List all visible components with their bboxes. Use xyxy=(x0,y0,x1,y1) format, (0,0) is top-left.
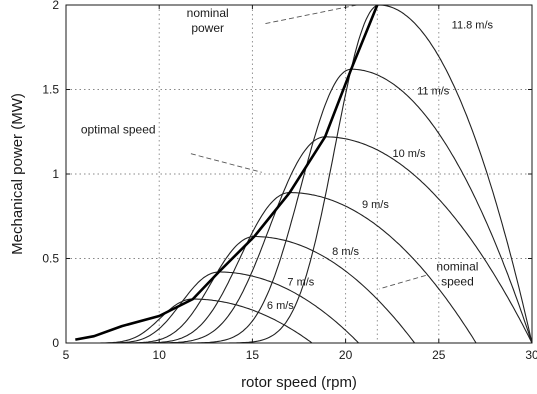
power-curve-11ms xyxy=(66,68,532,343)
annotation-leader xyxy=(379,274,426,290)
curve-label: 11 m/s xyxy=(417,86,450,98)
annotation-label: nominal xyxy=(187,6,229,20)
annotation-leader xyxy=(265,4,357,25)
curve-label: 8 m/s xyxy=(332,246,359,258)
curve-label: 9 m/s xyxy=(362,199,389,211)
power-curve-7ms xyxy=(66,271,360,343)
x-tick-label: 30 xyxy=(525,348,537,362)
annotation-label: power xyxy=(191,21,224,35)
y-tick-label: 2 xyxy=(52,0,59,12)
curve-label: 6 m/s xyxy=(267,300,294,312)
y-tick-label: 1 xyxy=(52,167,59,181)
annotation-label: nominal xyxy=(436,259,478,273)
power-curve-9ms xyxy=(66,192,477,343)
y-tick-label: 0 xyxy=(52,336,59,350)
x-tick-label: 15 xyxy=(246,348,260,362)
annotations: 6 m/s 7 m/s 8 m/s 9 m/s 10 m/s 11 m/s 11.8 m/s… xyxy=(81,4,494,312)
y-tick-label: 0.5 xyxy=(42,252,59,266)
axis-ticks: 5 10 15 20 25 30 0 0.5 1 1.5 2 xyxy=(42,0,537,362)
annotation-leader xyxy=(190,153,262,173)
optimal-speed-curve xyxy=(75,4,379,341)
power-curve-11-8ms xyxy=(66,5,532,343)
y-axis-label: Mechanical power (MW) xyxy=(9,93,26,255)
x-tick-label: 10 xyxy=(153,348,167,362)
power-curve-10ms xyxy=(66,136,532,343)
grid xyxy=(66,5,532,343)
x-axis-label: rotor speed (rpm) xyxy=(241,374,357,391)
curve-label: 7 m/s xyxy=(287,277,314,289)
annotation-label: speed xyxy=(441,274,474,288)
y-tick-label: 1.5 xyxy=(42,83,59,97)
curve-label: 10 m/s xyxy=(392,148,426,160)
x-tick-label: 25 xyxy=(432,348,446,362)
optimal-speed-curve-group xyxy=(75,4,379,341)
power-curve-8ms xyxy=(66,235,416,343)
annotation-label: optimal speed xyxy=(81,122,156,136)
curve-label: 11.8 m/s xyxy=(452,20,494,32)
x-tick-label: 5 xyxy=(63,348,70,362)
x-tick-label: 20 xyxy=(339,348,353,362)
